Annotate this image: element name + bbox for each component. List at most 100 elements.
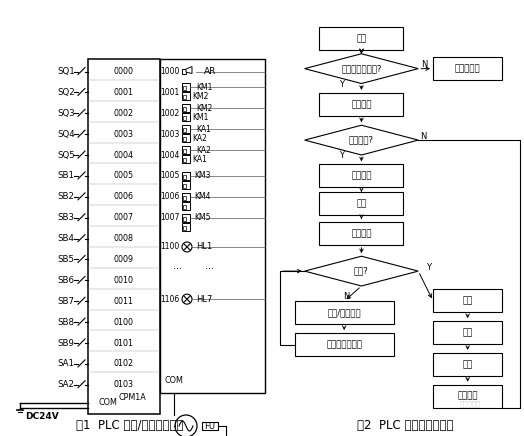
Text: 1100: 1100: [160, 242, 180, 252]
Text: 开、关门: 开、关门: [351, 171, 372, 181]
Text: SQ4: SQ4: [57, 129, 75, 139]
Text: 停车、报警: 停车、报警: [455, 64, 481, 73]
Bar: [320, 93, 403, 116]
Bar: [182, 113, 190, 121]
Text: 0011: 0011: [114, 297, 134, 306]
Bar: [182, 202, 190, 210]
Text: 0008: 0008: [114, 234, 134, 243]
Text: HL7: HL7: [196, 295, 212, 303]
Text: KM3: KM3: [194, 171, 211, 181]
Text: N: N: [420, 132, 427, 140]
Bar: [183, 95, 186, 99]
Bar: [182, 68, 186, 74]
Bar: [183, 196, 186, 200]
Text: KM4: KM4: [194, 192, 211, 201]
Bar: [182, 134, 190, 142]
Text: AR: AR: [204, 67, 216, 76]
Bar: [295, 301, 394, 324]
Text: 1006: 1006: [160, 192, 180, 201]
Bar: [182, 155, 190, 163]
Text: ...: ...: [205, 261, 214, 271]
Text: 到站?: 到站?: [354, 266, 369, 276]
Text: 上行/下行控制: 上行/下行控制: [328, 308, 361, 317]
Text: N: N: [343, 293, 350, 301]
Text: 0007: 0007: [114, 213, 134, 222]
Text: CPM1A: CPM1A: [118, 393, 146, 402]
Bar: [183, 107, 186, 111]
Bar: [433, 290, 502, 313]
Text: DC24V: DC24V: [25, 412, 59, 420]
Bar: [295, 333, 394, 356]
Text: 0101: 0101: [114, 338, 134, 347]
Text: 平层: 平层: [463, 328, 473, 337]
Text: SA2: SA2: [58, 380, 74, 389]
Bar: [182, 193, 190, 201]
Text: 0102: 0102: [114, 359, 134, 368]
Text: 楼层等待: 楼层等待: [351, 100, 372, 109]
Bar: [433, 57, 502, 80]
Text: SB2: SB2: [58, 192, 74, 201]
Bar: [182, 104, 190, 112]
Text: KM1: KM1: [192, 113, 209, 122]
Text: 定向: 定向: [356, 199, 367, 208]
Text: SB1: SB1: [58, 171, 74, 181]
Text: 起动运行: 起动运行: [351, 229, 372, 238]
Bar: [182, 172, 190, 180]
Text: 0002: 0002: [114, 109, 134, 118]
Text: SA1: SA1: [58, 359, 74, 368]
Text: SB9: SB9: [58, 338, 74, 347]
Text: KA2: KA2: [196, 146, 211, 154]
Text: KM5: KM5: [194, 213, 211, 222]
Text: KM1: KM1: [196, 83, 212, 92]
Text: 0010: 0010: [114, 276, 134, 285]
Polygon shape: [304, 125, 418, 155]
Text: ...: ...: [173, 261, 182, 271]
Bar: [433, 385, 502, 408]
Bar: [182, 146, 190, 154]
Text: KM2: KM2: [192, 92, 209, 101]
Text: 层楼信号正常吗?: 层楼信号正常吗?: [341, 64, 381, 73]
Bar: [183, 158, 186, 162]
Text: SQ5: SQ5: [57, 150, 75, 160]
Text: Y: Y: [339, 151, 344, 160]
Text: 图1  PLC 输入/输出端接线图: 图1 PLC 输入/输出端接线图: [77, 419, 184, 432]
Text: Y: Y: [339, 80, 344, 89]
Text: 电子发烧友: 电子发烧友: [460, 401, 481, 407]
Bar: [183, 205, 186, 209]
Text: 1000: 1000: [160, 67, 180, 76]
Text: KA2: KA2: [192, 134, 207, 143]
Polygon shape: [186, 67, 192, 74]
Text: 1001: 1001: [160, 88, 180, 97]
Circle shape: [182, 294, 192, 304]
Text: KM2: KM2: [196, 104, 212, 113]
Text: 0009: 0009: [114, 255, 134, 264]
Bar: [88, 59, 160, 414]
Text: 0003: 0003: [114, 129, 134, 139]
Bar: [183, 184, 186, 188]
Text: 有无呼梯?: 有无呼梯?: [349, 136, 374, 145]
Text: 1007: 1007: [160, 213, 180, 222]
Text: 开、关门: 开、关门: [457, 392, 478, 401]
Text: SQ3: SQ3: [57, 109, 75, 118]
Circle shape: [182, 242, 192, 252]
Text: SB7: SB7: [58, 297, 74, 306]
Text: COM: COM: [165, 376, 183, 385]
Text: Y: Y: [426, 262, 431, 272]
Bar: [320, 164, 403, 187]
Text: 慢速: 慢速: [463, 296, 473, 305]
Text: KA1: KA1: [192, 154, 207, 164]
Text: 0103: 0103: [114, 380, 134, 389]
Text: SB4: SB4: [58, 234, 74, 243]
Bar: [160, 59, 265, 393]
Text: FU: FU: [204, 422, 215, 430]
Bar: [182, 83, 190, 92]
Text: 制动: 制动: [463, 360, 473, 369]
Bar: [183, 149, 186, 153]
Bar: [183, 86, 186, 90]
Text: SQ2: SQ2: [57, 88, 75, 97]
Text: 1106: 1106: [160, 295, 180, 303]
Text: HL1: HL1: [196, 242, 212, 252]
Bar: [183, 175, 186, 179]
Bar: [202, 422, 218, 430]
Text: 呼梯、内选记忆: 呼梯、内选记忆: [326, 340, 362, 349]
